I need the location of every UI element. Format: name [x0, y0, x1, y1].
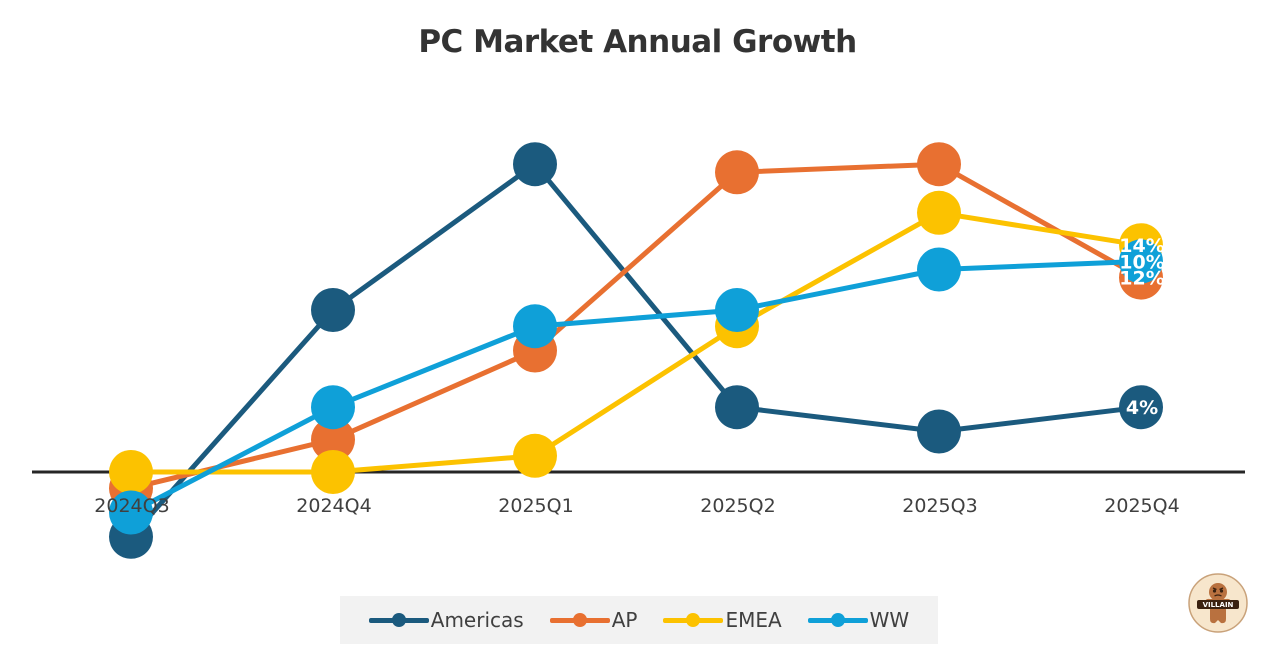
data-label-emea: 14% [1119, 235, 1164, 257]
data-point-americas-2025q3 [917, 409, 961, 454]
data-label-ww: 10% [1119, 251, 1164, 273]
legend-item-ap: AP [549, 608, 638, 632]
x-tick-label-2025q1: 2025Q1 [498, 495, 573, 517]
x-tick-label-2025q2: 2025Q2 [700, 495, 775, 517]
data-point-ap-2024q4 [311, 417, 355, 462]
data-point-americas-2025q4 [1119, 385, 1163, 430]
legend-swatch-emea [663, 613, 724, 627]
data-point-ww-2025q1 [513, 304, 557, 349]
data-point-emea-2024q4 [311, 450, 355, 494]
chart-legend: Americas AP EMEA WW [340, 596, 938, 644]
data-point-ww-2024q3 [109, 490, 153, 535]
x-tick-label-2024q4: 2024Q4 [296, 495, 371, 517]
legend-swatch-americas [368, 613, 429, 627]
legend-item-americas: Americas [368, 608, 524, 632]
chart-title: PC Market Annual Growth [418, 24, 857, 60]
data-point-emea-2025q1 [513, 433, 557, 478]
data-point-ww-2025q4 [1119, 239, 1163, 284]
legend-label-emea: EMEA [725, 608, 782, 632]
data-point-ww-2025q3 [917, 247, 961, 292]
legend-label-ww: WW [869, 608, 910, 632]
series-line-ap [130, 161, 1143, 491]
legend-item-emea: EMEA [663, 608, 782, 632]
data-point-emea-2024q3 [109, 450, 153, 494]
data-point-ww-2025q2 [715, 288, 759, 332]
data-point-americas-2025q2 [715, 385, 759, 430]
data-point-americas-2025q1 [513, 142, 557, 187]
legend-label-ap: AP [611, 608, 638, 632]
data-point-emea-2025q3 [917, 190, 961, 235]
data-label-ap: 12% [1119, 268, 1164, 290]
series-line-americas [129, 161, 1142, 539]
legend-label-americas: Americas [430, 608, 524, 632]
villain-logo-text: VILLAIN [1203, 601, 1234, 609]
legend-item-ww: WW [807, 608, 910, 632]
legend-swatch-ww [807, 613, 868, 627]
series-line-ww [129, 258, 1142, 515]
x-tick-label-2024q3: 2024Q3 [94, 495, 169, 517]
data-point-americas-2024q4 [311, 288, 355, 332]
data-label-americas: 4% [1126, 397, 1158, 419]
villain-logo: VILLAIN [1188, 573, 1248, 633]
data-point-ap-2025q2 [715, 150, 759, 195]
x-tick-label-2025q3: 2025Q3 [902, 495, 977, 517]
series-line-emea [131, 210, 1142, 475]
x-tick-label-2025q4: 2025Q4 [1104, 495, 1179, 517]
legend-swatch-ap [549, 613, 610, 627]
data-point-ap-2025q3 [917, 142, 961, 187]
data-point-ww-2024q4 [311, 385, 355, 430]
